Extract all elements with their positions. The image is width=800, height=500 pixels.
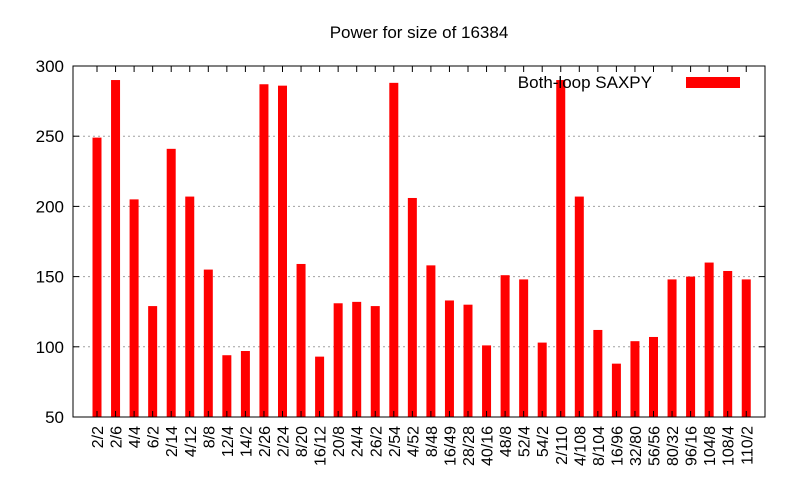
x-tick-label: 2/54: [387, 426, 404, 457]
x-axis-ticks: 2/2 2/6 4/4 6/2 2/14 4/12 8/8 12/4 14/2 2/26 2/24 8…: [90, 66, 756, 466]
x-tick-label: 2/6: [109, 426, 126, 448]
x-tick-label: 4/52: [405, 426, 422, 457]
bar-24/4: [352, 301, 362, 417]
bar-6/2: [148, 306, 158, 417]
x-tick-label: 6/2: [146, 426, 163, 448]
bar-20/8: [333, 303, 343, 417]
y-tick-label: 150: [36, 268, 64, 287]
x-tick-label: 26/2: [368, 426, 385, 457]
x-tick-label: 4/108: [572, 426, 589, 466]
legend-swatch: [686, 77, 740, 88]
y-tick-label: 300: [36, 57, 64, 76]
bar-108/4: [723, 270, 733, 417]
plot-frame: [72, 65, 766, 418]
x-tick-label: 96/16: [684, 426, 701, 466]
bar-14/2: [240, 351, 250, 417]
bar-2/6: [111, 80, 121, 417]
y-tick-label: 250: [36, 127, 64, 146]
x-tick-label: 24/4: [350, 426, 367, 457]
bar-2/24: [278, 85, 287, 417]
grid-lines: [73, 135, 765, 348]
x-tick-label: 4/12: [183, 426, 200, 457]
bar-2/26: [259, 84, 269, 417]
bar-96/16: [686, 276, 696, 417]
x-tick-label: 8/48: [424, 426, 441, 457]
x-tick-label: 20/8: [331, 426, 348, 457]
x-tick-label: 104/8: [702, 426, 719, 466]
x-tick-label: 14/2: [238, 426, 255, 457]
legend-label: Both-loop SAXPY: [518, 73, 652, 92]
bar-48/8: [500, 275, 510, 417]
x-tick-label: 8/104: [591, 426, 608, 466]
x-tick-label: 54/2: [535, 426, 552, 457]
x-tick-label: 28/28: [461, 426, 478, 466]
bars: [92, 80, 751, 418]
x-tick-label: 16/12: [313, 426, 330, 466]
bar-4/108: [574, 196, 584, 417]
bar-52/4: [519, 279, 529, 417]
bar-54/2: [537, 342, 547, 417]
bar-12/4: [222, 355, 232, 417]
bar-2/54: [389, 82, 399, 418]
bar-2/110: [556, 80, 566, 417]
bar-80/32: [667, 279, 677, 417]
bar-16/49: [444, 300, 454, 417]
x-tick-label: 48/8: [498, 426, 515, 457]
bar-26/2: [370, 306, 380, 417]
x-tick-label: 32/80: [628, 426, 645, 466]
bar-40/16: [482, 345, 492, 417]
bar-110/2: [741, 279, 751, 417]
bar-2/2: [92, 137, 102, 417]
x-tick-label: 16/96: [609, 426, 626, 466]
x-tick-label: 80/32: [665, 426, 682, 466]
bar-8/48: [426, 265, 436, 417]
x-tick-label: 2/2: [90, 426, 107, 448]
x-tick-label: 4/4: [127, 426, 144, 448]
legend: Both-loop SAXPY: [518, 73, 740, 92]
bar-32/80: [630, 341, 640, 417]
y-tick-label: 50: [45, 408, 64, 427]
x-tick-label: 2/24: [276, 426, 293, 457]
bar-8/104: [593, 329, 603, 417]
chart-title: Power for size of 16384: [330, 23, 509, 42]
y-tick-label: 200: [36, 197, 64, 216]
bar-2/14: [166, 148, 176, 417]
x-tick-label: 108/4: [721, 426, 738, 466]
x-tick-label: 40/16: [480, 426, 497, 466]
x-tick-label: 2/110: [554, 426, 571, 465]
x-tick-label: 8/20: [294, 426, 311, 457]
bar-56/56: [649, 336, 658, 417]
x-tick-label: 52/4: [517, 426, 534, 457]
x-tick-label: 56/56: [647, 426, 664, 466]
bar-104/8: [704, 262, 714, 417]
x-tick-label: 16/49: [442, 426, 459, 466]
bar-8/20: [296, 263, 306, 417]
bar-4/4: [129, 199, 139, 417]
bar-28/28: [463, 304, 473, 417]
x-tick-label: 110/2: [739, 426, 756, 465]
x-tick-label: 8/8: [201, 426, 218, 448]
x-tick-label: 12/4: [220, 426, 237, 457]
bar-16/12: [315, 356, 325, 417]
bar-4/52: [407, 197, 417, 417]
bar-16/96: [611, 363, 621, 417]
bar-8/8: [203, 269, 213, 417]
x-tick-label: 2/26: [257, 426, 274, 457]
bar-4/12: [185, 196, 195, 417]
x-tick-label: 2/14: [164, 426, 181, 457]
y-tick-label: 100: [36, 338, 64, 357]
